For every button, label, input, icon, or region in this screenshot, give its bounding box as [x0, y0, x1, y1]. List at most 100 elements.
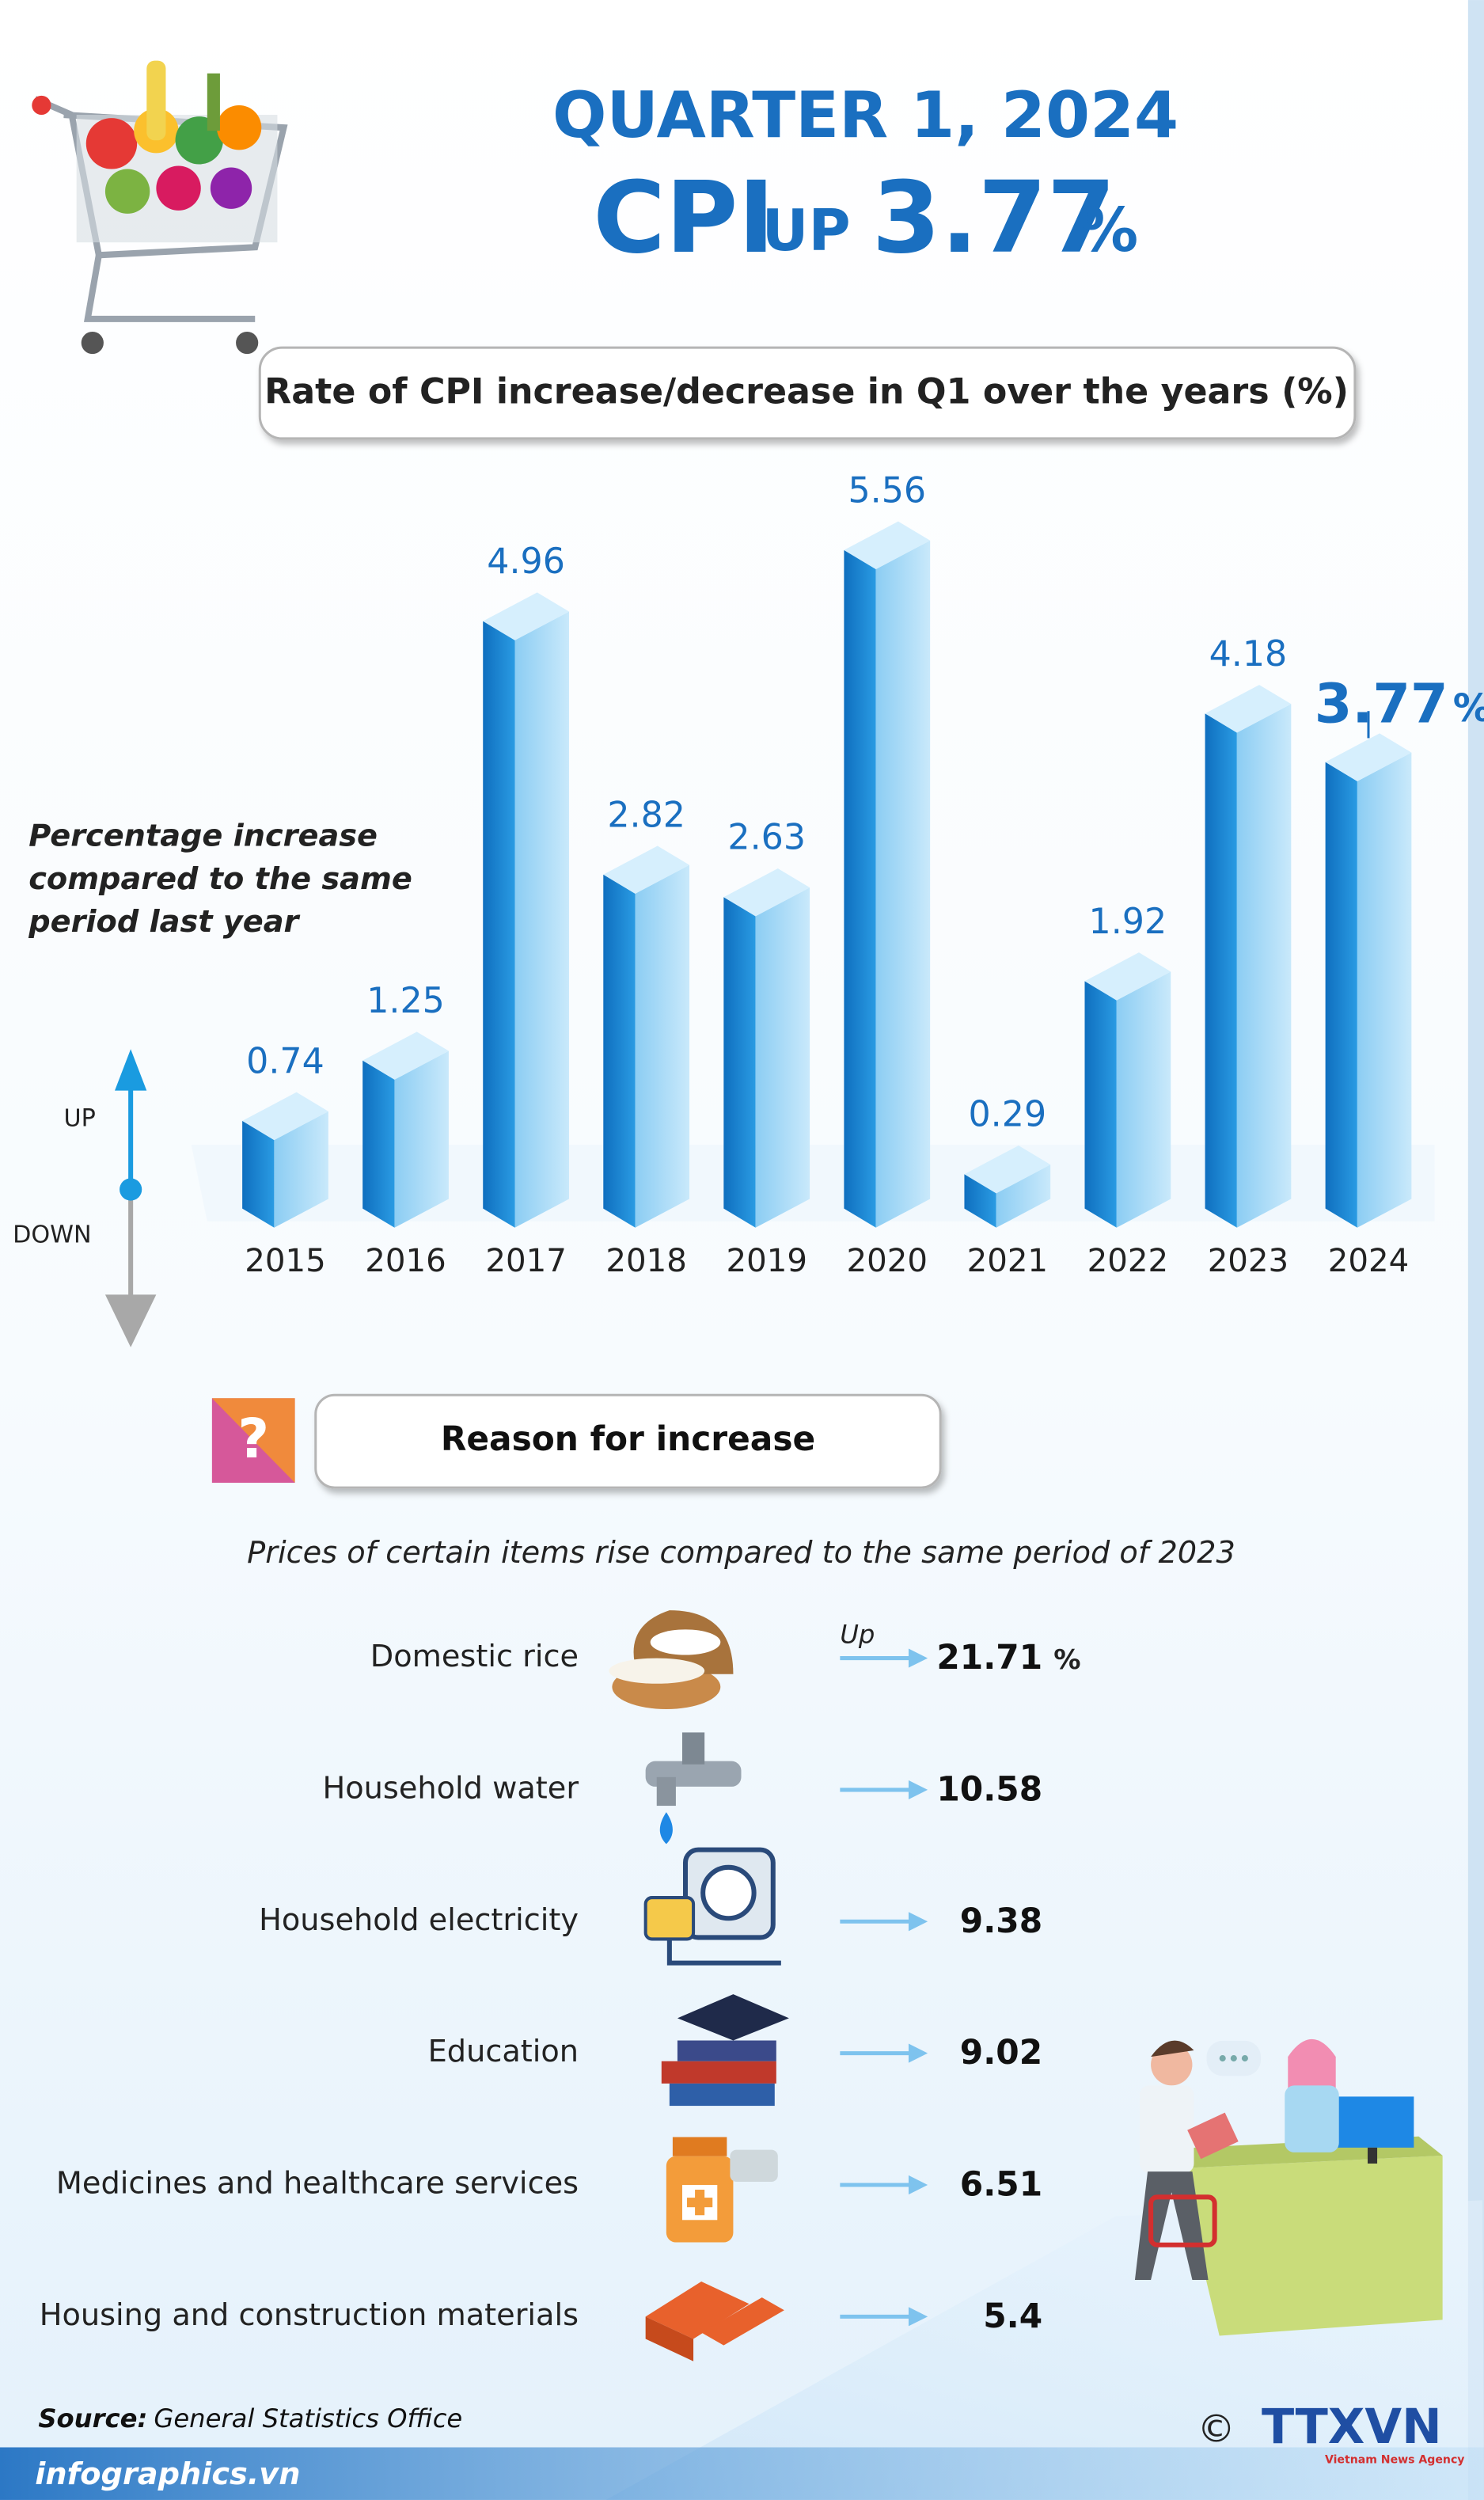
bar-front — [844, 549, 876, 1228]
cart-illustration — [32, 60, 288, 355]
up-label: UP — [64, 1104, 96, 1132]
bar-top — [1084, 952, 1171, 1001]
icon-shape — [609, 1658, 705, 1684]
item-icon — [643, 1847, 781, 1966]
bar — [1325, 733, 1412, 1228]
question-mark: ? — [237, 1408, 269, 1471]
item-arrow-head — [908, 1912, 928, 1932]
cashier-illustration — [1134, 2038, 1443, 2336]
item-arrow-head — [908, 2043, 928, 2063]
icon-shape — [681, 1732, 705, 1765]
unit-text: % — [1053, 1644, 1080, 1676]
bar-top — [362, 1032, 449, 1080]
edge-strip — [1467, 0, 1484, 2500]
x-tick-label: 2019 — [726, 1243, 807, 1279]
header-up: UP — [762, 198, 851, 264]
bar-chart: 2015 0.74 2016 1.25 2017 4.96 2018 2.82 2019 2.63… — [191, 470, 1484, 1279]
item-name: Household electricity — [259, 1902, 579, 1938]
item-value: 10.58 — [936, 1769, 1042, 1808]
reason-title-box — [314, 1393, 942, 1489]
value-label: 0.74 — [246, 1041, 325, 1081]
value-label: 2.82 — [607, 795, 685, 835]
icon-shape — [643, 1896, 696, 1941]
item-name: Housing and construction materials — [40, 2297, 579, 2333]
x-tick-label: 2022 — [1087, 1243, 1168, 1279]
up-text: Up — [840, 1619, 875, 1649]
item-icon — [609, 1610, 734, 1710]
bar-top — [603, 845, 690, 894]
bar — [362, 1032, 449, 1228]
bar-side — [755, 887, 810, 1228]
header-cpi: CPI — [593, 161, 775, 275]
value-label: 4.18 — [1209, 634, 1288, 674]
chart-title: Rate of CPI increase/decrease in Q1 over… — [264, 372, 1349, 412]
icon-shape — [677, 1994, 789, 2041]
bar-side — [635, 864, 690, 1228]
x-tick-label: 2015 — [245, 1243, 325, 1279]
item-name: Domestic rice — [370, 1639, 579, 1674]
icon-shape — [650, 1629, 721, 1655]
x-tick-label: 2023 — [1208, 1243, 1289, 1279]
source-label: Source: — [38, 2403, 147, 2434]
item-name: Education — [428, 2034, 579, 2069]
bar-front — [1325, 762, 1357, 1228]
value-label: 5.56 — [848, 470, 926, 511]
x-tick-label: 2018 — [605, 1243, 686, 1279]
bar-side — [1236, 704, 1292, 1228]
bar — [723, 868, 810, 1228]
value-label: 2.63 — [727, 818, 806, 858]
bar-side — [1357, 752, 1412, 1228]
reason-subtitle: Prices of certain items rise compared to… — [247, 1535, 1235, 1571]
icon-shape — [669, 2083, 775, 2107]
icon-shape — [700, 1864, 757, 1921]
item-arrow-head — [908, 2175, 928, 2195]
icon-shape — [645, 2282, 750, 2339]
icon-shape — [687, 2198, 713, 2208]
value-label: 0.29 — [969, 1095, 1047, 1135]
bar-front — [603, 874, 636, 1228]
annotation: Percentage increase compared to the same… — [28, 818, 423, 940]
icon-shape — [730, 2149, 778, 2182]
copyright: © — [1197, 2407, 1235, 2451]
icon-shape — [666, 1939, 781, 1966]
item-name: Household water — [323, 1770, 579, 1806]
bar-top — [844, 521, 931, 570]
reason-title: Reason for increase — [441, 1419, 815, 1458]
item-arrow-head — [908, 1648, 928, 1668]
value-label: 1.92 — [1089, 902, 1167, 942]
bar-front — [1084, 981, 1117, 1228]
bar — [603, 845, 690, 1228]
icon-shape — [661, 2061, 776, 2084]
icon-shape — [672, 2137, 727, 2156]
x-tick-label: 2016 — [365, 1243, 446, 1279]
value-label: 4.96 — [487, 541, 565, 582]
bar-top — [483, 592, 569, 640]
bar-top — [964, 1146, 1051, 1194]
item-arrow-head — [908, 2307, 928, 2327]
bar-top — [1205, 685, 1292, 733]
bar-side — [394, 1051, 449, 1228]
item-icon — [645, 1732, 742, 1845]
item-value: 9.38 — [960, 1902, 1042, 1940]
bar-side — [514, 611, 569, 1228]
icon-shape — [645, 2316, 694, 2361]
item-icon — [666, 2137, 778, 2243]
bar-top — [723, 868, 810, 917]
agency-logo: TTXVN — [1262, 2399, 1442, 2455]
x-tick-label: 2021 — [967, 1243, 1048, 1279]
bar — [242, 1092, 328, 1228]
header-value: 3.77 — [872, 161, 1116, 275]
bar-front — [242, 1120, 275, 1228]
icon-shape — [656, 1776, 676, 1807]
bar-front — [483, 621, 515, 1228]
source-text: General Statistics Office — [154, 2403, 462, 2434]
value-label: 3.77 — [1315, 673, 1448, 736]
bar-top — [1325, 733, 1412, 781]
bar-front — [1205, 713, 1237, 1228]
bar-side — [996, 1165, 1051, 1228]
item-icon — [661, 1994, 789, 2107]
bar-top — [242, 1092, 328, 1141]
bar — [964, 1146, 1051, 1228]
item-arrow-head — [908, 1780, 928, 1800]
bar-side — [274, 1111, 328, 1228]
